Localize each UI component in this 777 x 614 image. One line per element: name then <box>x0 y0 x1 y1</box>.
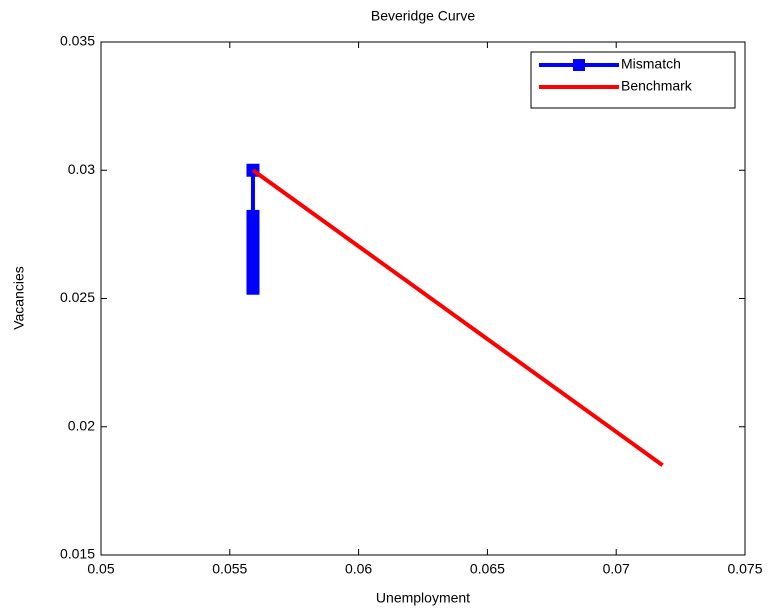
x-tick-label: 0.075 <box>727 561 762 577</box>
chart-title: Beveridge Curve <box>371 8 475 24</box>
legend-label: Benchmark <box>621 78 693 94</box>
y-tick-label: 0.015 <box>60 546 95 562</box>
legend-box <box>530 51 736 109</box>
x-tick-label: 0.055 <box>212 561 247 577</box>
y-axis-label: Vacancies <box>11 266 27 330</box>
plot-box <box>100 41 746 556</box>
x-tick-label: 0.05 <box>87 561 114 577</box>
y-tick-label: 0.02 <box>68 417 95 433</box>
legend-marker <box>573 59 585 71</box>
y-tick-label: 0.03 <box>68 161 95 177</box>
x-tick-label: 0.065 <box>470 561 505 577</box>
legend-label: Mismatch <box>621 56 681 72</box>
y-tick-label: 0.035 <box>60 33 95 49</box>
x-tick-label: 0.06 <box>345 561 372 577</box>
y-tick-label: 0.025 <box>60 289 95 305</box>
series-line <box>251 168 664 467</box>
x-tick-label: 0.07 <box>603 561 630 577</box>
x-axis-label: Unemployment <box>376 590 470 606</box>
marker <box>246 281 260 295</box>
